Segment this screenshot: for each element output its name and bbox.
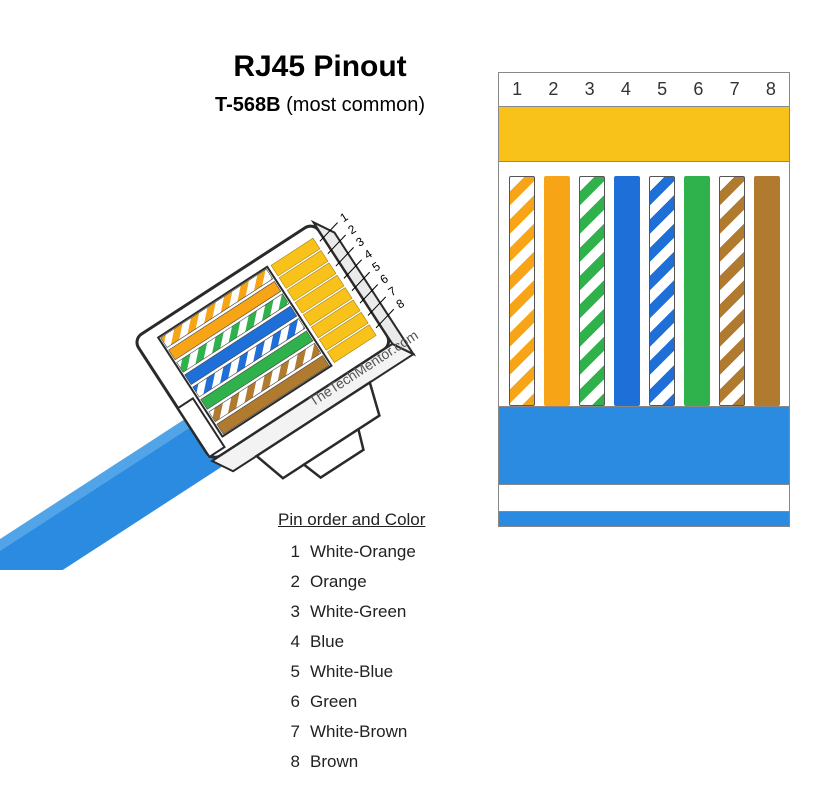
pin-number: 7 bbox=[717, 73, 753, 106]
contact-cell bbox=[572, 107, 608, 161]
contact-cell bbox=[499, 107, 535, 161]
pin-number: 3 bbox=[572, 73, 608, 106]
wire-white-orange bbox=[507, 176, 536, 406]
contact-cell bbox=[717, 107, 753, 161]
wiring-strip-chart: 12345678 bbox=[498, 72, 790, 527]
wire-green bbox=[682, 176, 711, 406]
pin-number: 4 bbox=[608, 73, 644, 106]
jacket-collar bbox=[499, 484, 789, 512]
wires-panel bbox=[498, 162, 790, 407]
pin-list-row: 2Orange bbox=[278, 572, 425, 592]
pin-number: 6 bbox=[680, 73, 716, 106]
wire-white-green bbox=[577, 176, 606, 406]
pin-number: 8 bbox=[753, 73, 789, 106]
wire-white-blue bbox=[647, 176, 676, 406]
wire-orange bbox=[542, 176, 571, 406]
pin-list-row: 5White-Blue bbox=[278, 662, 425, 682]
pin-number-row: 12345678 bbox=[498, 72, 790, 106]
wire-white-brown bbox=[717, 176, 746, 406]
contact-cell bbox=[753, 107, 789, 161]
pin-list-heading: Pin order and Color bbox=[278, 510, 425, 530]
wire-blue bbox=[612, 176, 641, 406]
contact-band bbox=[498, 106, 790, 162]
contact-cell bbox=[535, 107, 571, 161]
contact-cell bbox=[608, 107, 644, 161]
pin-list-row: 4Blue bbox=[278, 632, 425, 652]
contact-cell bbox=[680, 107, 716, 161]
pin-list-row: 1White-Orange bbox=[278, 542, 425, 562]
pin-list-row: 8Brown bbox=[278, 752, 425, 772]
cable-jacket bbox=[498, 407, 790, 527]
pin-order-list: Pin order and Color 1White-Orange 2Orange… bbox=[278, 510, 425, 782]
svg-text:8: 8 bbox=[394, 296, 407, 312]
wire-brown bbox=[752, 176, 781, 406]
pin-number: 5 bbox=[644, 73, 680, 106]
contact-cell bbox=[644, 107, 680, 161]
diagram-title: RJ45 Pinout bbox=[180, 50, 460, 83]
pin-list-row: 7White-Brown bbox=[278, 722, 425, 742]
pin-list-row: 6Green bbox=[278, 692, 425, 712]
pin-number: 1 bbox=[499, 73, 535, 106]
pin-list-row: 3White-Green bbox=[278, 602, 425, 622]
pin-number: 2 bbox=[535, 73, 571, 106]
